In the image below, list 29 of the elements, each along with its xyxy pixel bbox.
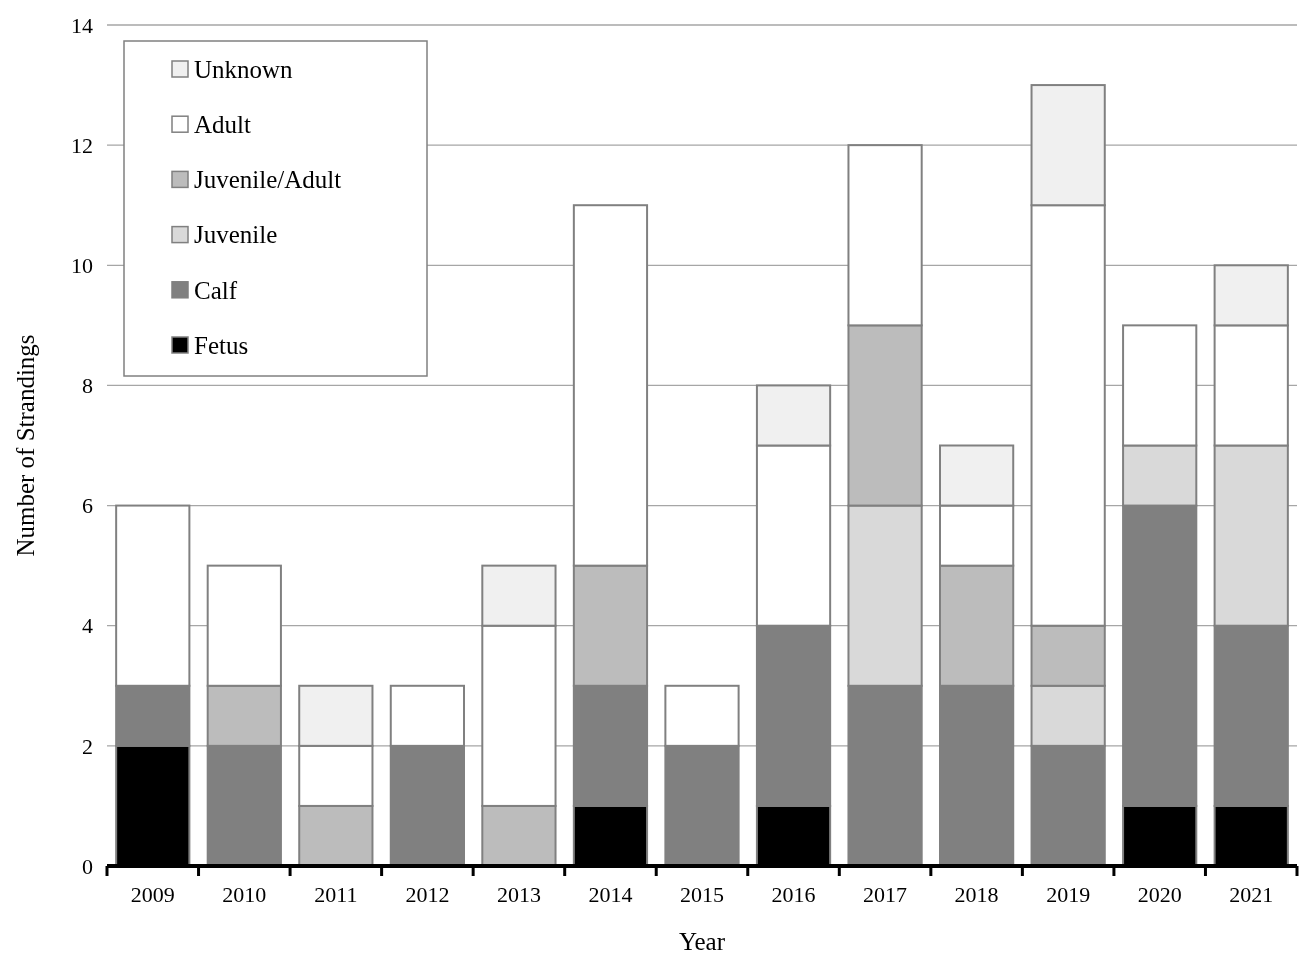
y-axis-title: Number of Strandings [12, 334, 39, 557]
x-tick-label: 2016 [771, 882, 816, 907]
x-tick-label: 2010 [222, 882, 267, 907]
legend-label: Juvenile/Adult [194, 166, 342, 194]
x-tick-label: 2020 [1137, 882, 1182, 907]
y-tick-label: 0 [82, 853, 93, 879]
y-tick-label: 4 [82, 613, 93, 639]
y-tick-label: 14 [71, 12, 93, 38]
x-tick-label: 2012 [405, 882, 450, 907]
x-tick-label: 2015 [680, 882, 724, 907]
x-tick-label: 2018 [954, 882, 999, 907]
x-tick-label: 2017 [863, 882, 908, 907]
x-tick-label: 2013 [496, 882, 541, 907]
x-tick-label: 2011 [314, 882, 358, 907]
x-tick-label: 2021 [1229, 882, 1274, 907]
legend-label: Unknown [194, 55, 294, 83]
legend-label: Juvenile [194, 221, 278, 249]
legend-label: Fetus [194, 331, 249, 359]
x-tick-label: 2009 [130, 882, 175, 907]
legend-label: Adult [194, 110, 251, 138]
x-axis-title: Year [678, 928, 726, 955]
x-tick-label: 2014 [588, 882, 633, 907]
y-tick-label: 10 [71, 252, 93, 278]
y-tick-label: 6 [82, 493, 93, 519]
legend-label: Calf [194, 276, 238, 304]
y-tick-label: 2 [82, 733, 93, 759]
y-tick-label: 8 [82, 373, 93, 399]
y-tick-label: 12 [71, 132, 93, 158]
x-tick-label: 2019 [1046, 882, 1091, 907]
